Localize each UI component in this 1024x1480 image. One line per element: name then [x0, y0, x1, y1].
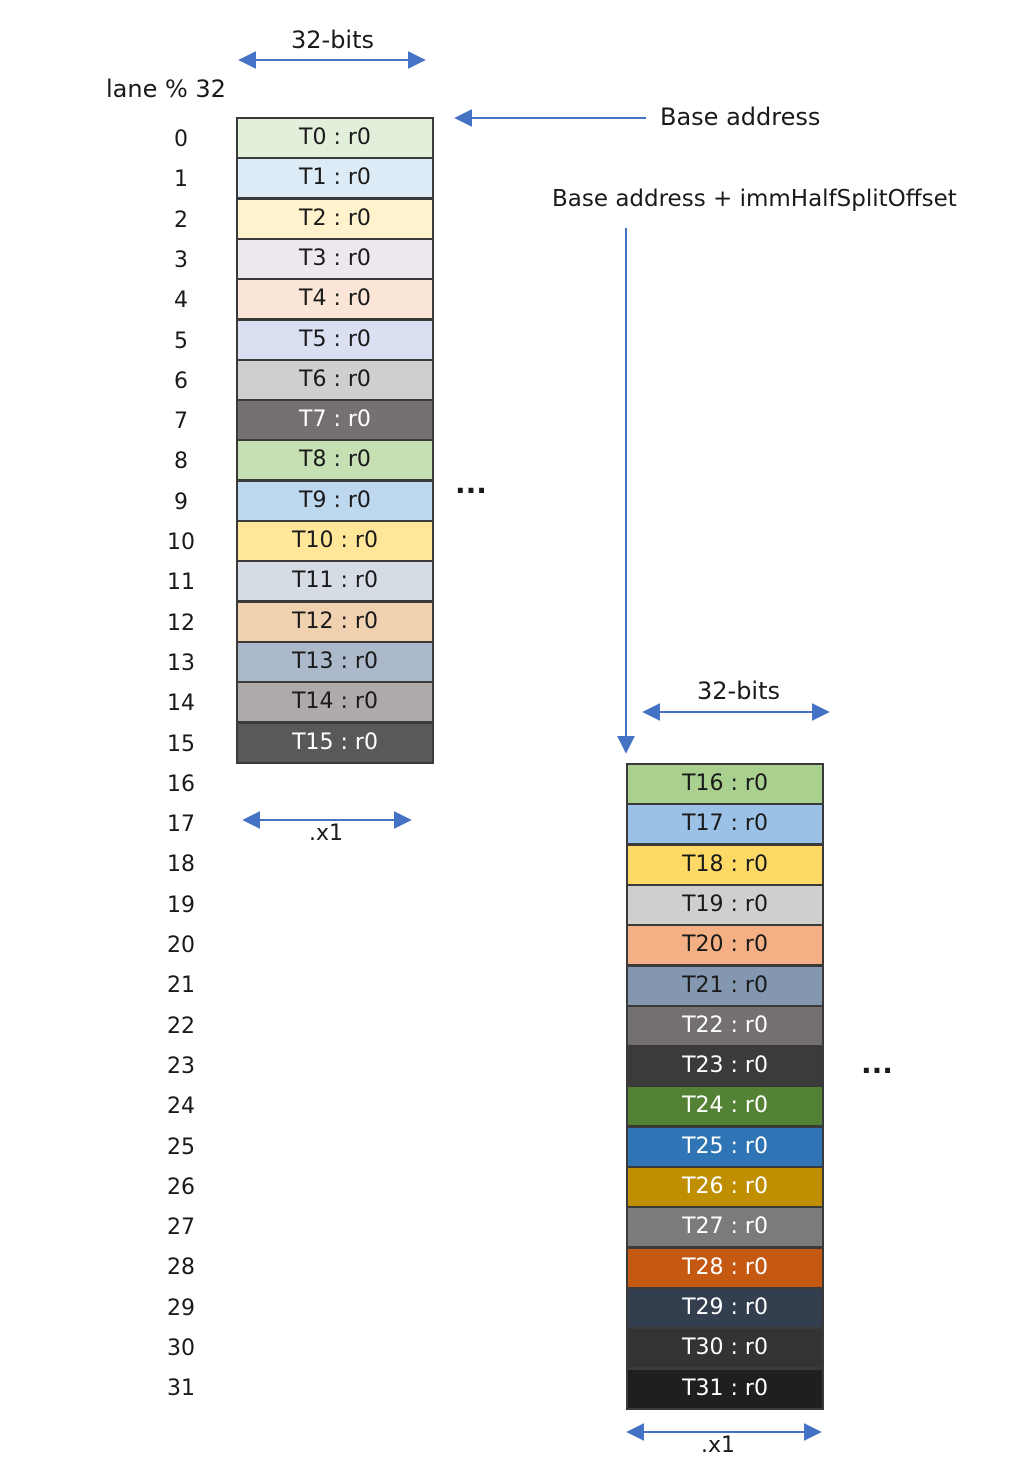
lane-number: 15: [167, 731, 195, 757]
register-cell: T8 : r0: [236, 439, 434, 482]
lane-header: lane % 32: [106, 75, 226, 103]
register-cell: T20 : r0: [626, 924, 824, 967]
lane-number: 21: [167, 973, 195, 999]
register-cell: T10 : r0: [236, 520, 434, 562]
register-cell: T28 : r0: [626, 1246, 824, 1289]
register-cell: T29 : r0: [626, 1286, 824, 1329]
width-label-top: 32-bits: [291, 26, 375, 54]
register-cell: T18 : r0: [626, 843, 824, 886]
register-cell: T4 : r0: [236, 278, 434, 321]
lane-number: 11: [167, 570, 195, 596]
lane-number: 23: [167, 1053, 195, 1079]
register-cell: T12 : r0: [236, 600, 434, 643]
register-cell: T6 : r0: [236, 358, 434, 401]
register-cell: T23 : r0: [626, 1045, 824, 1088]
lane-number: 10: [167, 530, 195, 555]
lane-number: 4: [174, 288, 188, 314]
lane-number: 1: [174, 167, 188, 193]
lane-number: 31: [167, 1376, 195, 1402]
lane-number: 25: [167, 1134, 195, 1160]
lane-number: 30: [167, 1336, 195, 1361]
register-cell: T14 : r0: [236, 681, 434, 724]
lane-number: 22: [167, 1013, 195, 1039]
register-cell: T31 : r0: [626, 1367, 824, 1410]
ellipsis-right: ...: [861, 1047, 893, 1080]
register-cell: T9 : r0: [236, 479, 434, 522]
lane-number: 8: [174, 449, 188, 475]
base-address-offset-label: Base address + immHalfSplitOffset: [552, 186, 957, 212]
lane-number: 28: [167, 1255, 195, 1281]
lane-number: 9: [174, 489, 188, 515]
register-cell: T26 : r0: [626, 1166, 824, 1208]
register-cell: T22 : r0: [626, 1004, 824, 1047]
ellipsis-left: ...: [455, 467, 487, 500]
lane-number: 19: [167, 892, 195, 918]
register-cell: T24 : r0: [626, 1085, 824, 1128]
register-cell: T19 : r0: [626, 883, 824, 926]
lane-number: 20: [167, 933, 195, 958]
register-cell: T27 : r0: [626, 1206, 824, 1249]
register-cell: T7 : r0: [236, 399, 434, 442]
lane-number: 17: [167, 812, 195, 838]
multiplier-label-left: .x1: [309, 821, 344, 846]
register-cell: T5 : r0: [236, 318, 434, 361]
register-cell: T11 : r0: [236, 560, 434, 603]
multiplier-label-right: .x1: [701, 1433, 736, 1458]
register-cell: T21 : r0: [626, 964, 824, 1007]
register-cell: T3 : r0: [236, 237, 434, 280]
register-cell: T16 : r0: [626, 763, 824, 805]
lane-number: 6: [174, 368, 188, 394]
lane-number: 7: [174, 409, 188, 435]
lane-number: 26: [167, 1174, 195, 1200]
register-cell: T30 : r0: [626, 1327, 824, 1370]
register-cell: T15 : r0: [236, 721, 434, 764]
lane-number: 27: [167, 1215, 195, 1241]
width-label-bottom: 32-bits: [697, 677, 781, 705]
lane-number: 29: [167, 1295, 195, 1321]
register-cell: T17 : r0: [626, 803, 824, 846]
lane-number: 18: [167, 852, 195, 878]
register-cell: T25 : r0: [626, 1125, 824, 1168]
lane-number: 3: [174, 247, 188, 273]
lane-number: 12: [167, 610, 195, 636]
lane-number: 14: [167, 691, 195, 717]
lane-number: 13: [167, 650, 195, 676]
lane-number: 16: [167, 771, 195, 797]
register-cell: T1 : r0: [236, 157, 434, 200]
base-address-label: Base address: [660, 103, 821, 131]
lane-number: 24: [167, 1094, 195, 1120]
lane-number: 5: [174, 328, 188, 354]
register-cell: T2 : r0: [236, 197, 434, 240]
lane-number: 0: [174, 127, 188, 152]
lane-number: 2: [174, 207, 188, 233]
register-cell: T13 : r0: [236, 640, 434, 683]
register-cell: T0 : r0: [236, 117, 434, 159]
